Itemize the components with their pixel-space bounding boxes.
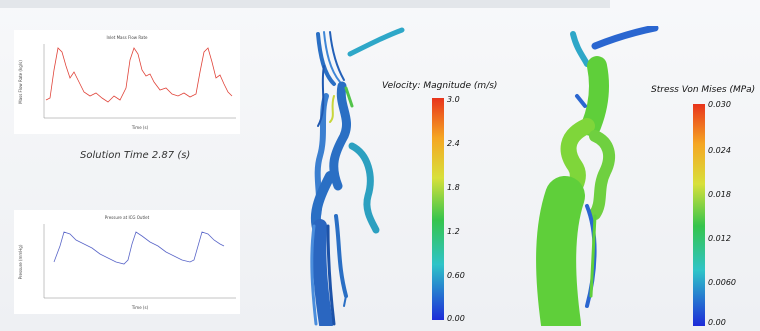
velocity-tick: 1.2 [447,227,460,236]
stress-tick: 0.024 [708,146,731,155]
stress-color-bar [693,104,705,326]
chart-xlabel: Time (s) [131,305,149,310]
stress-legend-title: Stress Von Mises (MPa) [651,85,756,95]
chart-xlabel: Time (s) [131,125,149,130]
velocity-tick: 0.60 [447,271,465,280]
flow-series-line [45,47,233,103]
stress-tick: 0.012 [708,234,731,243]
chart-ylabel: Mass Flow Rate (kg/s) [18,60,23,104]
top-strip [0,0,610,8]
velocity-tick: 2.4 [447,139,460,148]
inlet-flow-chart: Inlet Mass Flow Rate Time (s) Mass Flow … [14,30,240,134]
stress-tick: 0.018 [708,190,731,199]
pressure-chart: Pressure at ICG Outlet Time (s) Pressure… [14,210,240,314]
stress-tick: 0.030 [708,100,731,109]
velocity-streamlines-image [310,27,405,326]
solution-time-label: Solution Time 2.87 (s) [80,150,191,161]
chart-ylabel: Pressure (mmHg) [18,244,23,279]
velocity-color-bar [432,98,444,320]
velocity-tick: 3.0 [447,95,460,104]
vessel-stress-image [536,26,659,326]
chart-title: Pressure at ICG Outlet [105,215,150,220]
pressure-series-line [53,231,225,265]
stress-tick: 0.00 [708,318,726,327]
chart-title: Inlet Mass Flow Rate [106,35,148,40]
velocity-tick: 0.00 [447,314,465,323]
velocity-legend-title: Velocity: Magnitude (m/s) [382,81,498,91]
stress-tick: 0.0060 [708,278,736,287]
velocity-tick: 1.8 [447,183,460,192]
